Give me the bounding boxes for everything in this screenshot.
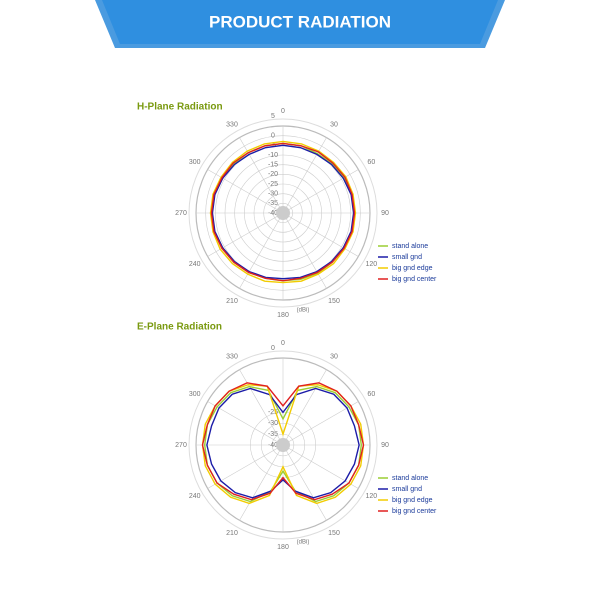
legend-label: big gnd center <box>392 508 437 515</box>
angle-tick-label: 180 <box>277 544 289 551</box>
angle-tick-label: 300 <box>189 391 201 398</box>
header-title: PRODUCT RADIATION <box>209 12 391 31</box>
angle-tick-label: 210 <box>226 298 238 305</box>
r-tick-label: 0 <box>271 133 275 140</box>
series-line <box>206 387 360 499</box>
r-tick-label: 0 <box>271 345 275 352</box>
angle-tick-label: 30 <box>330 122 338 129</box>
r-tick-label: -5 <box>270 142 276 149</box>
angle-tick-label: 120 <box>365 493 377 500</box>
angle-tick-label: 120 <box>365 261 377 268</box>
r-tick-label: -25 <box>268 181 278 188</box>
r-tick-label: -10 <box>268 152 278 159</box>
legend-label: big gnd edge <box>392 497 433 504</box>
angle-tick-label: 210 <box>226 530 238 537</box>
angle-tick-label: 90 <box>381 442 389 449</box>
grid-spoke <box>239 369 284 446</box>
r-tick-label: -30 <box>268 191 278 198</box>
legend-label: big gnd edge <box>392 265 433 272</box>
angle-tick-label: 60 <box>367 391 375 398</box>
angle-tick-label: 150 <box>328 298 340 305</box>
r-tick-label: -15 <box>268 162 278 169</box>
angle-tick-label: 240 <box>189 261 201 268</box>
grid-spoke <box>282 369 327 446</box>
angle-tick-label: 270 <box>175 210 187 217</box>
grid-spoke <box>239 444 284 521</box>
unit-label: (dBi) <box>297 308 310 314</box>
grid-spoke <box>282 401 359 446</box>
angle-tick-label: 60 <box>367 159 375 166</box>
r-tick-label: -30 <box>268 420 278 427</box>
outer-bezel <box>188 350 378 540</box>
unit-label: (dBi) <box>297 540 310 546</box>
grid-spoke <box>282 444 359 489</box>
series-line <box>211 144 355 280</box>
legend-label: small gnd <box>392 254 422 261</box>
header-banner <box>102 0 498 44</box>
grid-spoke <box>282 137 327 214</box>
grid-spoke <box>239 137 284 214</box>
series-line <box>201 382 365 501</box>
outer-bezel <box>188 118 378 308</box>
chart-title: E-Plane Radiation <box>137 322 222 333</box>
grid-spoke <box>207 444 284 489</box>
r-tick-label: -35 <box>268 200 278 207</box>
angle-tick-label: 0 <box>281 108 285 115</box>
angle-tick-label: 150 <box>328 530 340 537</box>
legend-label: big gnd center <box>392 276 437 283</box>
grid-spoke <box>207 169 284 214</box>
chart-title: H-Plane Radiation <box>137 102 223 113</box>
r-tick-label: -20 <box>268 171 278 178</box>
legend-label: stand alone <box>392 475 428 482</box>
grid-spoke <box>239 212 284 289</box>
angle-tick-label: 300 <box>189 159 201 166</box>
r-tick-label: -35 <box>268 431 278 438</box>
angle-tick-label: 240 <box>189 493 201 500</box>
angle-tick-label: 330 <box>226 122 238 129</box>
angle-tick-label: 180 <box>277 312 289 319</box>
grid-spoke <box>282 212 327 289</box>
series-line <box>210 142 356 282</box>
series-line <box>203 385 363 503</box>
grid-spoke <box>282 212 359 257</box>
grid-spoke <box>207 401 284 446</box>
series-line <box>209 140 357 284</box>
r-tick-label: -40 <box>268 442 278 449</box>
grid-spoke <box>282 444 327 521</box>
r-tick-label: 5 <box>271 113 275 120</box>
angle-tick-label: 270 <box>175 442 187 449</box>
legend-label: stand alone <box>392 243 428 250</box>
angle-tick-label: 90 <box>381 210 389 217</box>
legend-label: small gnd <box>392 486 422 493</box>
r-tick-label: -25 <box>268 409 278 416</box>
angle-tick-label: 330 <box>226 354 238 361</box>
angle-tick-label: 0 <box>281 340 285 347</box>
angle-tick-label: 30 <box>330 354 338 361</box>
r-tick-label: -40 <box>268 210 278 217</box>
